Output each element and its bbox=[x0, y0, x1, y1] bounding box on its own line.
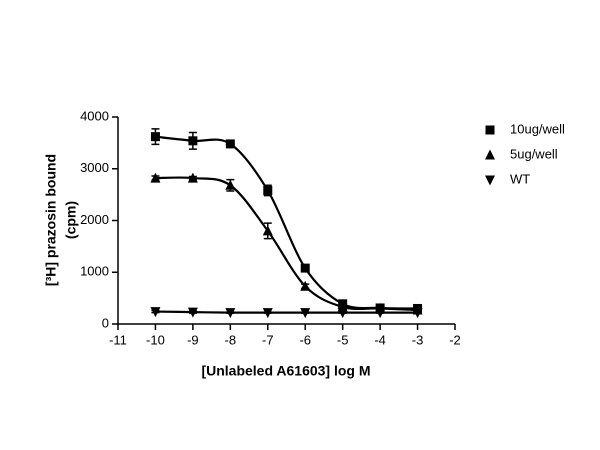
legend-marker bbox=[485, 175, 495, 186]
y-tick-label: 1000 bbox=[80, 264, 109, 279]
legend-label: WT bbox=[510, 171, 530, 186]
x-tick-label: -11 bbox=[109, 332, 127, 347]
point bbox=[188, 136, 198, 146]
point bbox=[187, 172, 198, 183]
fit-curve bbox=[155, 135, 418, 310]
fit-curve bbox=[155, 176, 418, 312]
point bbox=[262, 225, 273, 236]
point bbox=[150, 172, 161, 183]
legend-marker bbox=[485, 149, 495, 160]
point bbox=[150, 132, 160, 142]
point bbox=[300, 280, 311, 291]
point bbox=[375, 308, 386, 319]
point bbox=[337, 308, 348, 319]
y-tick-label: 3000 bbox=[80, 160, 109, 175]
x-tick-label: -2 bbox=[449, 332, 461, 347]
legend-label: 10ug/well bbox=[510, 121, 565, 136]
point bbox=[187, 307, 198, 318]
point bbox=[225, 308, 236, 319]
x-axis-title: [Unlabeled A61603] log M bbox=[201, 363, 370, 379]
point bbox=[300, 263, 310, 273]
y-tick-label: 0 bbox=[102, 315, 109, 330]
x-tick-label: -3 bbox=[412, 332, 424, 347]
point bbox=[263, 185, 273, 195]
point bbox=[300, 308, 311, 319]
x-tick-label: -6 bbox=[299, 332, 311, 347]
y-tick-label: 2000 bbox=[80, 212, 109, 227]
point bbox=[412, 308, 423, 319]
x-tick-label: -7 bbox=[262, 332, 274, 347]
y-axis-title: (cpm) bbox=[63, 201, 79, 239]
point bbox=[225, 179, 236, 190]
legend-label: 5ug/well bbox=[510, 146, 558, 161]
x-tick-label: -10 bbox=[146, 332, 165, 347]
legend-marker bbox=[485, 125, 495, 135]
y-tick-label: 4000 bbox=[80, 108, 109, 123]
point bbox=[150, 307, 161, 318]
x-tick-label: -4 bbox=[374, 332, 386, 347]
x-tick-label: -5 bbox=[337, 332, 349, 347]
x-tick-label: -9 bbox=[187, 332, 199, 347]
point bbox=[225, 139, 235, 149]
x-tick-label: -8 bbox=[225, 332, 237, 347]
y-axis-title: [³H] prazosin bound bbox=[43, 154, 59, 286]
point bbox=[262, 308, 273, 319]
